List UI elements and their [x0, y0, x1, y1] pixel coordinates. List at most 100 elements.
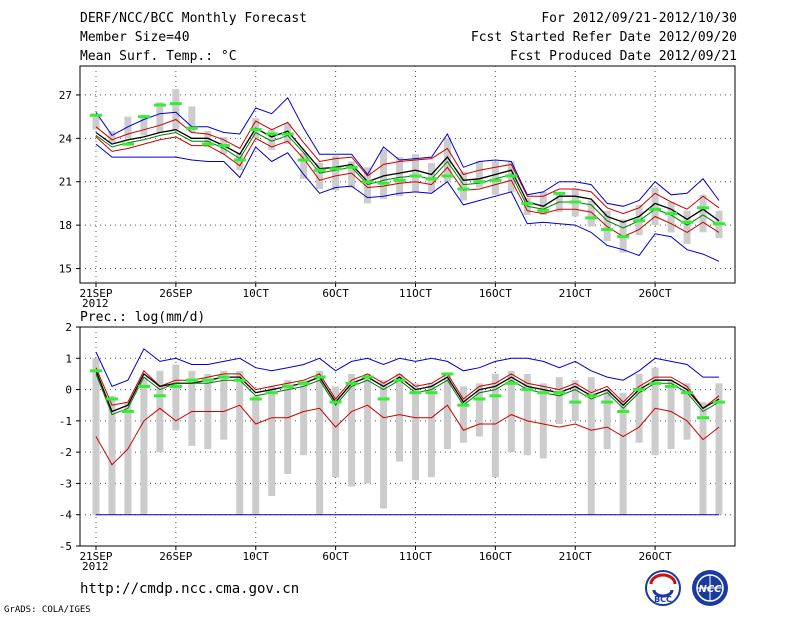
ensemble-box	[268, 386, 276, 496]
observed-marker	[313, 375, 326, 379]
observed-marker	[617, 409, 630, 413]
observed-marker	[201, 378, 214, 382]
observed-marker	[409, 391, 422, 395]
observed-marker	[473, 180, 486, 184]
observed-marker	[90, 113, 102, 117]
ensemble-box	[427, 383, 435, 478]
observed-marker	[665, 212, 678, 216]
y-tick-label: 0	[65, 384, 72, 397]
x-tick-label: 6OCT	[322, 287, 349, 300]
observed-marker	[681, 391, 694, 395]
ensemble-box	[715, 383, 723, 515]
ensemble-box	[396, 373, 404, 462]
observed-marker	[105, 397, 118, 401]
ensemble-box	[491, 161, 499, 195]
observed-marker	[473, 397, 486, 401]
ensemble-box	[252, 395, 260, 515]
observed-marker	[457, 187, 470, 191]
y-tick-label: 27	[59, 89, 72, 102]
observed-marker	[649, 381, 662, 385]
ensemble-box	[475, 161, 483, 188]
observed-marker	[153, 103, 166, 107]
ensemble-box	[635, 373, 643, 443]
ensemble-box	[284, 380, 292, 475]
ensemble-box	[188, 370, 196, 446]
y-tick-label: -5	[59, 540, 72, 553]
ensemble-box	[507, 370, 515, 453]
x-tick-label: 21OCT	[559, 550, 592, 563]
observed-marker	[569, 400, 582, 404]
ensemble-box	[188, 106, 196, 133]
ensemble-box	[619, 392, 627, 515]
observed-marker	[537, 209, 550, 213]
series-line-median	[95, 370, 720, 413]
observed-marker	[329, 167, 342, 171]
ensemble-box	[443, 138, 451, 182]
observed-marker	[249, 397, 262, 401]
y-tick-label: 24	[59, 132, 73, 145]
ensemble-box	[236, 370, 244, 515]
observed-marker	[217, 375, 230, 379]
series-line-median	[95, 127, 720, 223]
observed-marker	[569, 200, 582, 204]
ensemble-box	[268, 129, 276, 150]
x-tick-label: 26OCT	[639, 287, 672, 300]
x-tick-label: 16OCT	[479, 550, 512, 563]
x-tick-label: 10CT	[242, 550, 269, 563]
x-tick-label: 11OCT	[399, 550, 432, 563]
observed-marker	[521, 201, 534, 205]
observed-marker	[425, 177, 438, 181]
source-url[interactable]: http://cmdp.ncc.cma.gov.cn	[80, 581, 300, 597]
bcc-logo: BCC	[645, 570, 681, 606]
ensemble-box	[555, 377, 563, 424]
observed-marker	[265, 132, 278, 136]
observed-marker	[169, 102, 182, 106]
observed-marker	[681, 220, 694, 224]
ensemble-box	[587, 377, 595, 515]
x-tick-label: 21SEP	[79, 287, 112, 300]
observed-marker	[313, 168, 326, 172]
observed-marker	[377, 397, 390, 401]
observed-marker	[217, 144, 230, 148]
series-line-lower	[95, 136, 720, 238]
ensemble-box	[411, 383, 419, 481]
observed-marker	[329, 400, 342, 404]
y-tick-label: 21	[59, 176, 72, 189]
series-line-upper	[95, 367, 720, 410]
ensemble-box	[300, 380, 308, 456]
x-tick-label: 21SEP	[79, 550, 112, 563]
ensemble-box	[699, 194, 707, 233]
observed-marker	[665, 384, 678, 388]
observed-marker	[297, 158, 310, 162]
ensemble-box	[539, 191, 547, 216]
observed-marker	[345, 165, 358, 169]
observed-marker	[409, 174, 422, 178]
forecast-period-label: For 2012/09/21-2012/10/30	[541, 11, 737, 26]
series-line-ensemble-min	[95, 143, 720, 262]
y-tick-label: -4	[59, 509, 73, 522]
y-tick-label: 18	[59, 219, 72, 232]
observed-marker	[121, 409, 134, 413]
ensemble-box	[380, 380, 388, 509]
series-line-ensemble-mean	[95, 131, 720, 229]
series-line-ensemble-mean	[95, 373, 720, 416]
ensemble-box	[332, 155, 340, 191]
forecast-start-date-label: Fcst Started Refer Date 2012/09/20	[470, 30, 737, 45]
observed-marker	[601, 400, 614, 404]
x-tick-label: 10CT	[242, 287, 269, 300]
temperature-panel-title: Mean Surf. Temp.: °C	[80, 49, 237, 64]
ensemble-box	[124, 402, 132, 515]
observed-marker	[633, 219, 646, 223]
ensemble-box	[348, 161, 356, 188]
observed-marker	[361, 180, 374, 184]
ensemble-box	[204, 131, 212, 148]
observed-marker	[441, 372, 454, 376]
ensemble-box	[683, 210, 691, 244]
ensemble-box	[603, 389, 611, 450]
ensemble-box	[667, 380, 675, 450]
ensemble-box	[300, 152, 308, 179]
observed-marker	[505, 174, 518, 178]
grads-credit: GrADS: COLA/IGES	[4, 605, 91, 615]
observed-marker	[137, 384, 150, 388]
observed-marker	[185, 126, 198, 130]
